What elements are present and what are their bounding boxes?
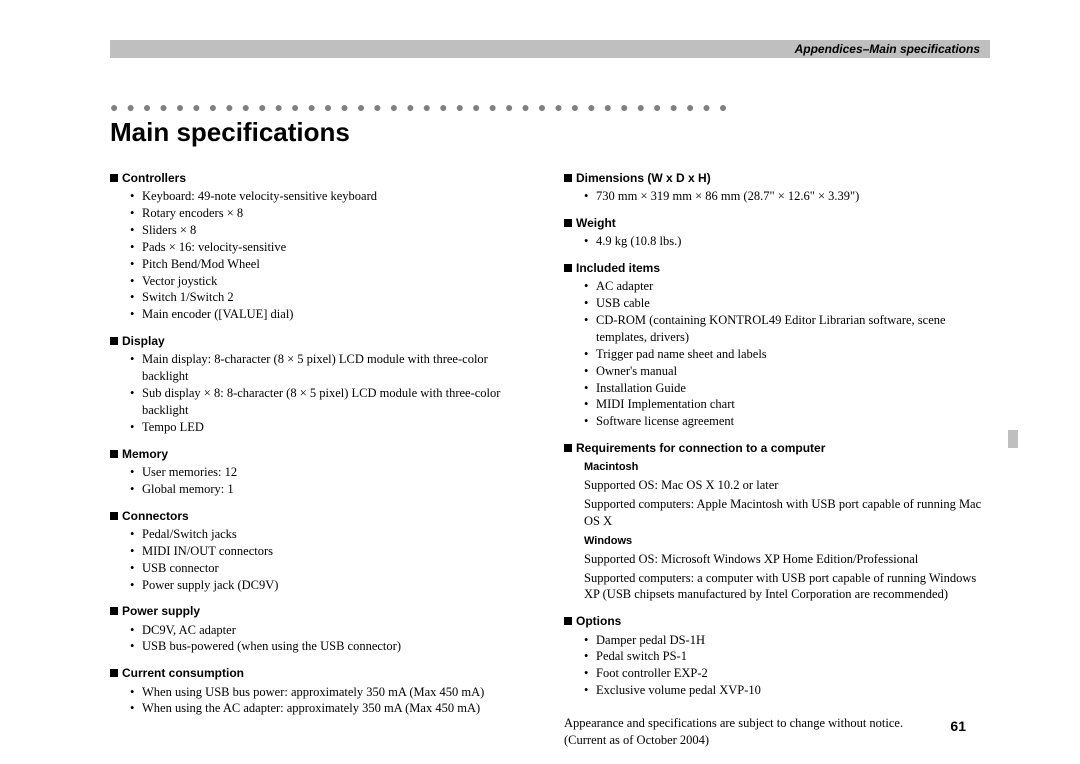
page-number: 61 (950, 718, 966, 734)
list-item: USB connector (130, 560, 536, 577)
section-heading-text: Weight (576, 216, 616, 230)
list-item: 4.9 kg (10.8 lbs.) (584, 233, 990, 250)
square-bullet-icon (564, 264, 572, 272)
square-bullet-icon (110, 607, 118, 615)
list-item: Sub display × 8: 8-character (8 × 5 pixe… (130, 385, 536, 419)
square-bullet-icon (110, 669, 118, 677)
section-heading-text: Connectors (122, 509, 189, 523)
sub-heading: Windows (584, 534, 990, 549)
item-list: Pedal/Switch jacksMIDI IN/OUT connectors… (130, 526, 536, 594)
section-heading: Requirements for connection to a compute… (564, 440, 990, 456)
section-heading-text: Requirements for connection to a compute… (576, 441, 825, 455)
list-item: When using USB bus power: approximately … (130, 684, 536, 701)
section-heading: Display (110, 333, 536, 349)
list-item: Pitch Bend/Mod Wheel (130, 256, 536, 273)
section-heading: Options (564, 613, 990, 629)
item-list: 730 mm × 319 mm × 86 mm (28.7" × 12.6" ×… (584, 188, 990, 205)
section-heading: Controllers (110, 170, 536, 186)
square-bullet-icon (110, 174, 118, 182)
list-item: CD-ROM (containing KONTROL49 Editor Libr… (584, 312, 990, 346)
notice-line: (Current as of October 2004) (564, 732, 990, 749)
section-heading-text: Dimensions (W x D x H) (576, 171, 711, 185)
list-item: 730 mm × 319 mm × 86 mm (28.7" × 12.6" ×… (584, 188, 990, 205)
breadcrumb: Appendices–Main specifications (795, 42, 980, 56)
item-list: 4.9 kg (10.8 lbs.) (584, 233, 990, 250)
list-item: User memories: 12 (130, 464, 536, 481)
decorative-dots: ●●●●●●●●●●●●●●●●●●●●●●●●●●●●●●●●●●●●●● (110, 103, 990, 111)
square-bullet-icon (110, 512, 118, 520)
list-item: Foot controller EXP-2 (584, 665, 990, 682)
square-bullet-icon (564, 617, 572, 625)
section-heading: Dimensions (W x D x H) (564, 170, 990, 186)
list-item: MIDI Implementation chart (584, 396, 990, 413)
section-heading-text: Power supply (122, 604, 200, 618)
list-item: Global memory: 1 (130, 481, 536, 498)
section-heading-text: Display (122, 334, 165, 348)
list-item: Exclusive volume pedal XVP-10 (584, 682, 990, 699)
item-list: Keyboard: 49-note velocity-sensitive key… (130, 188, 536, 323)
section-heading-text: Memory (122, 447, 168, 461)
section-heading: Power supply (110, 603, 536, 619)
list-item: Sliders × 8 (130, 222, 536, 239)
header-bar: Appendices–Main specifications (110, 40, 990, 58)
paragraph: Supported computers: Apple Macintosh wit… (584, 496, 990, 530)
list-item: Pads × 16: velocity-sensitive (130, 239, 536, 256)
list-item: AC adapter (584, 278, 990, 295)
right-column: Dimensions (W x D x H) 730 mm × 319 mm × … (564, 160, 990, 749)
item-list: When using USB bus power: approximately … (130, 684, 536, 718)
list-item: Vector joystick (130, 273, 536, 290)
item-list: AC adapterUSB cableCD-ROM (containing KO… (584, 278, 990, 430)
columns: Controllers Keyboard: 49-note velocity-se… (110, 160, 990, 749)
list-item: Pedal/Switch jacks (130, 526, 536, 543)
notice-line: Appearance and specifications are subjec… (564, 715, 990, 732)
side-tab-marker (1008, 430, 1018, 448)
list-item: Switch 1/Switch 2 (130, 289, 536, 306)
paragraph: Supported OS: Mac OS X 10.2 or later (584, 477, 990, 494)
list-item: Main display: 8-character (8 × 5 pixel) … (130, 351, 536, 385)
list-item: When using the AC adapter: approximately… (130, 700, 536, 717)
list-item: Trigger pad name sheet and labels (584, 346, 990, 363)
list-item: Main encoder ([VALUE] dial) (130, 306, 536, 323)
list-item: Installation Guide (584, 380, 990, 397)
list-item: Power supply jack (DC9V) (130, 577, 536, 594)
left-column: Controllers Keyboard: 49-note velocity-se… (110, 160, 536, 749)
section-heading-text: Options (576, 614, 621, 628)
square-bullet-icon (564, 444, 572, 452)
section-heading: Included items (564, 260, 990, 276)
section-heading-text: Current consumption (122, 666, 244, 680)
square-bullet-icon (110, 450, 118, 458)
list-item: USB bus-powered (when using the USB conn… (130, 638, 536, 655)
square-bullet-icon (564, 219, 572, 227)
list-item: Keyboard: 49-note velocity-sensitive key… (130, 188, 536, 205)
list-item: DC9V, AC adapter (130, 622, 536, 639)
list-item: MIDI IN/OUT connectors (130, 543, 536, 560)
list-item: Damper pedal DS-1H (584, 632, 990, 649)
list-item: Owner's manual (584, 363, 990, 380)
paragraph: Supported computers: a computer with USB… (584, 570, 990, 604)
paragraph: Supported OS: Microsoft Windows XP Home … (584, 551, 990, 568)
list-item: USB cable (584, 295, 990, 312)
list-item: Pedal switch PS-1 (584, 648, 990, 665)
page-content: Appendices–Main specifications ●●●●●●●●●… (110, 40, 990, 749)
sub-heading: Macintosh (584, 460, 990, 475)
item-list: User memories: 12Global memory: 1 (130, 464, 536, 498)
item-list: Damper pedal DS-1HPedal switch PS-1Foot … (584, 632, 990, 700)
list-item: Tempo LED (130, 419, 536, 436)
list-item: Software license agreement (584, 413, 990, 430)
section-heading-text: Controllers (122, 171, 186, 185)
section-heading: Connectors (110, 508, 536, 524)
notice: Appearance and specifications are subjec… (564, 715, 990, 749)
section-heading: Weight (564, 215, 990, 231)
item-list: Main display: 8-character (8 × 5 pixel) … (130, 351, 536, 435)
square-bullet-icon (110, 337, 118, 345)
page-title: Main specifications (110, 117, 990, 148)
section-heading: Current consumption (110, 665, 536, 681)
item-list: DC9V, AC adapterUSB bus-powered (when us… (130, 622, 536, 656)
section-heading-text: Included items (576, 261, 660, 275)
section-heading: Memory (110, 446, 536, 462)
list-item: Rotary encoders × 8 (130, 205, 536, 222)
square-bullet-icon (564, 174, 572, 182)
